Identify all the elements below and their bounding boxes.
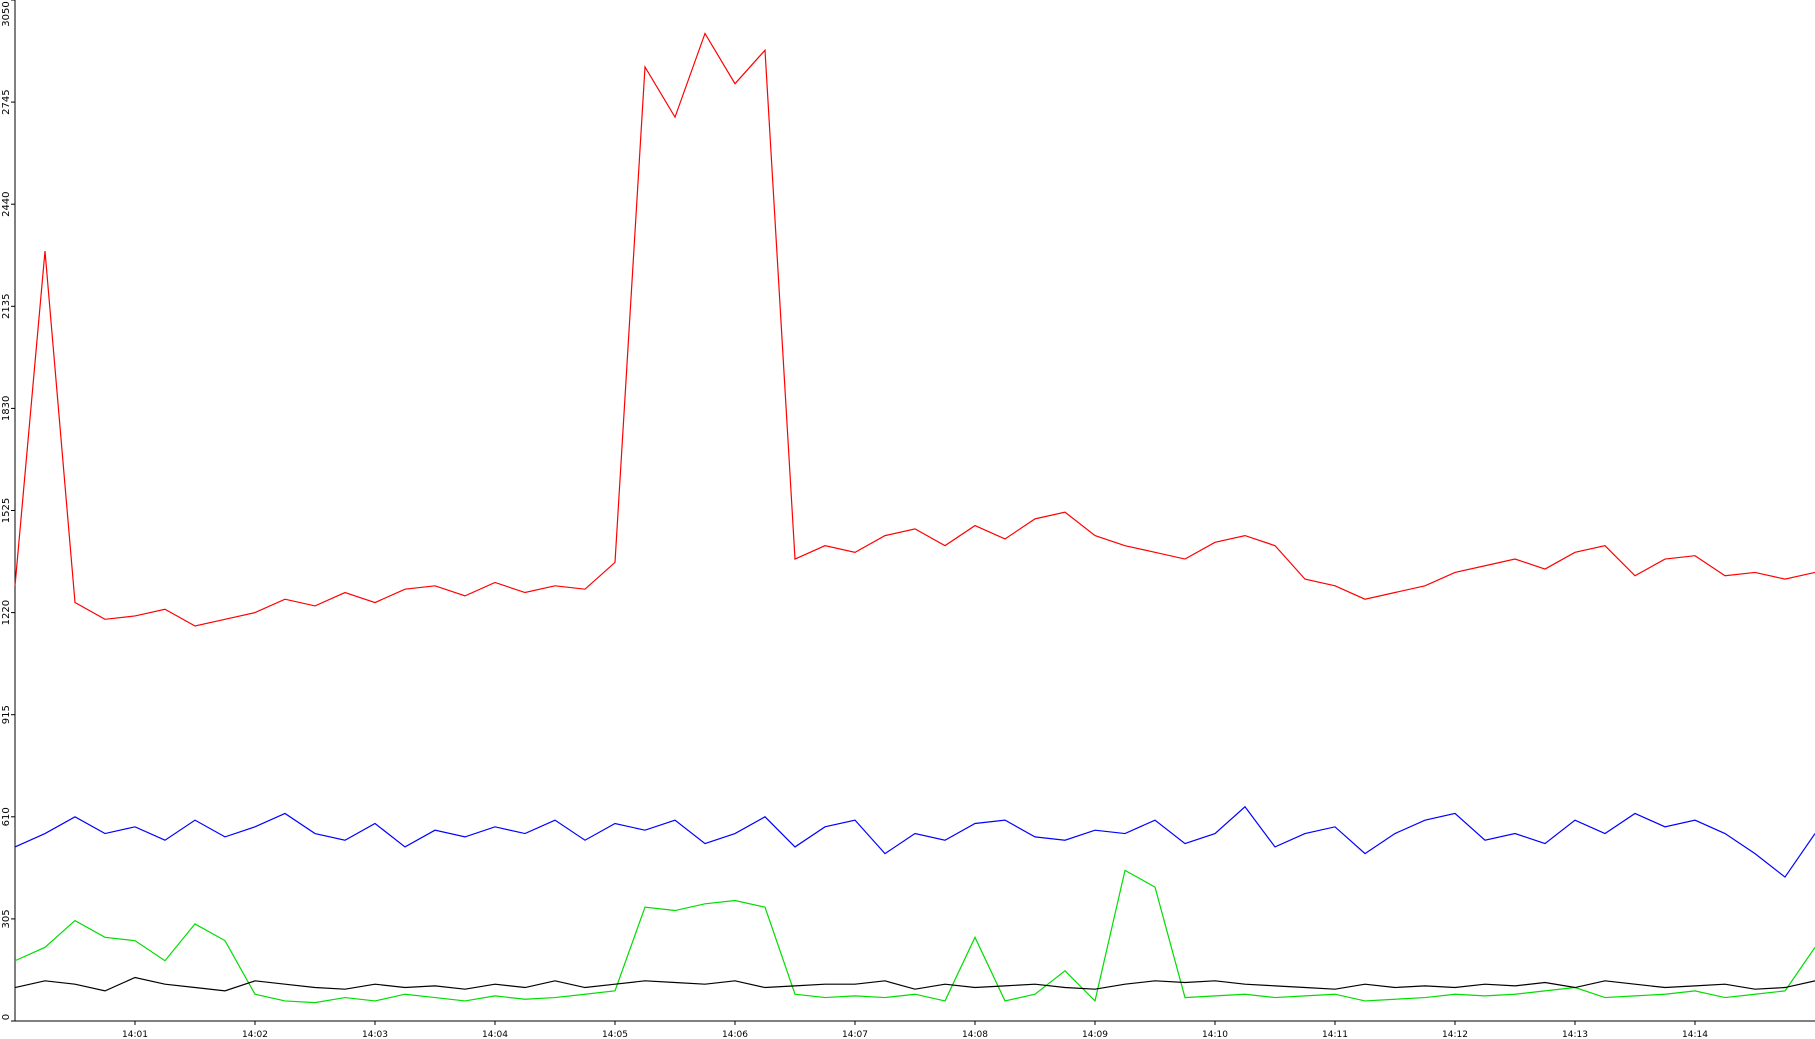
x-tick-label: 14:10: [1202, 1030, 1228, 1039]
series-line: [14, 805, 1815, 878]
y-tick-label: 0: [1, 1014, 12, 1020]
series-line: [14, 976, 1815, 992]
x-tick-label: 14:01: [122, 1030, 148, 1039]
y-tick-label: 2135: [1, 294, 12, 319]
y-tick-label: 3050: [1, 1, 12, 26]
x-tick-label: 14:11: [1322, 1030, 1348, 1039]
x-tick-label: 14:09: [1082, 1030, 1108, 1039]
x-tick-label: 14:14: [1682, 1030, 1708, 1039]
y-tick-label: 2745: [1, 89, 12, 114]
x-tick-label: 14:04: [482, 1030, 508, 1039]
y-tick-label: 305: [1, 909, 12, 928]
x-tick-label: 14:13: [1562, 1030, 1588, 1039]
x-tick-label: 14:07: [842, 1030, 868, 1039]
y-tick-label: 1525: [1, 498, 12, 523]
x-tick-label: 14:12: [1442, 1030, 1468, 1039]
y-tick-label: 1830: [1, 396, 12, 421]
x-tick-label: 14:08: [962, 1030, 988, 1039]
y-tick-label: 610: [1, 807, 12, 826]
y-tick-label: 2440: [1, 191, 12, 216]
x-tick-label: 14:05: [602, 1030, 628, 1039]
series-line: [14, 32, 1815, 627]
y-tick-label: 915: [1, 705, 12, 724]
series-line: [14, 869, 1815, 1004]
y-tick-label: 1220: [1, 600, 12, 625]
x-tick-label: 14:03: [362, 1030, 388, 1039]
x-tick-label: 14:02: [242, 1030, 268, 1039]
x-tick-label: 14:06: [722, 1030, 748, 1039]
